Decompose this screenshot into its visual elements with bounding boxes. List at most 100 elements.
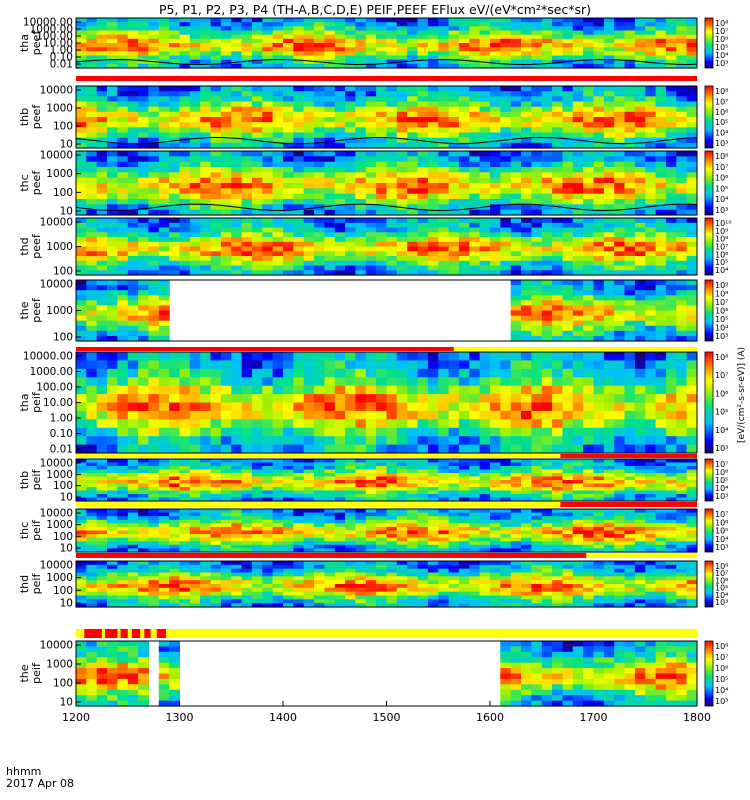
heatmap-cell bbox=[624, 111, 636, 118]
heatmap-cell bbox=[386, 218, 398, 224]
heatmap-cell bbox=[572, 459, 584, 464]
heatmap-cell bbox=[634, 385, 646, 395]
heatmap-cell bbox=[334, 232, 346, 238]
heatmap-cell bbox=[634, 480, 646, 485]
heatmap-cell bbox=[107, 459, 118, 464]
heatmap-cell bbox=[593, 127, 605, 134]
heatmap-cell bbox=[614, 177, 626, 184]
heatmap-cell bbox=[490, 394, 501, 404]
heatmap-cell bbox=[541, 63, 553, 69]
heatmap-cell bbox=[386, 256, 398, 262]
heatmap-cell bbox=[614, 459, 626, 464]
heatmap-cell bbox=[241, 34, 253, 40]
heatmap-cell bbox=[117, 188, 129, 195]
heatmap-cell bbox=[490, 106, 501, 113]
heatmap-cell bbox=[427, 132, 439, 139]
heatmap-cell bbox=[210, 227, 222, 233]
heatmap-cell bbox=[634, 111, 646, 118]
heatmap-cell bbox=[583, 101, 594, 108]
heatmap-cell bbox=[138, 512, 149, 517]
heatmap-cell bbox=[510, 127, 522, 134]
heatmap-cell bbox=[479, 47, 491, 52]
heatmap-cell bbox=[96, 38, 108, 44]
heatmap-cell bbox=[531, 137, 543, 144]
heatmap-cell bbox=[251, 469, 263, 474]
heatmap-cell bbox=[220, 402, 232, 412]
heatmap-cell bbox=[200, 490, 212, 495]
heatmap-cell bbox=[541, 494, 553, 499]
heatmap-cell bbox=[355, 142, 367, 149]
heatmap-cell bbox=[138, 548, 149, 553]
heatmap-cell bbox=[220, 222, 232, 229]
heatmap-cell bbox=[272, 469, 284, 474]
heatmap-cell bbox=[107, 265, 118, 271]
heatmap-cell bbox=[583, 137, 594, 144]
heatmap-cell bbox=[365, 26, 377, 32]
heatmap-cell bbox=[634, 285, 646, 291]
heatmap-cell bbox=[427, 459, 439, 464]
heatmap-cell bbox=[469, 43, 481, 48]
heatmap-cell bbox=[376, 469, 387, 474]
heatmap-cell bbox=[407, 183, 419, 189]
heatmap-cell bbox=[396, 137, 408, 144]
heatmap-cell bbox=[572, 122, 584, 128]
heatmap-cell bbox=[272, 193, 284, 200]
heatmap-cell bbox=[324, 394, 336, 404]
heatmap-cell bbox=[376, 177, 387, 184]
heatmap-cell bbox=[396, 199, 408, 205]
heatmap-cell bbox=[76, 34, 87, 40]
heatmap-cell bbox=[334, 360, 346, 370]
heatmap-cell bbox=[552, 122, 563, 128]
heatmap-cell bbox=[479, 137, 491, 144]
heatmap-cell bbox=[220, 111, 232, 118]
heatmap-cell bbox=[220, 106, 232, 113]
heatmap-cell bbox=[210, 490, 222, 495]
heatmap-cell bbox=[634, 30, 646, 36]
heatmap-cell bbox=[293, 161, 305, 168]
heatmap-cell bbox=[407, 96, 419, 103]
heatmap-cell bbox=[665, 30, 677, 36]
heatmap-cell bbox=[593, 410, 605, 420]
heatmap-cell bbox=[334, 466, 346, 471]
heatmap-cell bbox=[676, 251, 688, 257]
heatmap-cell bbox=[531, 436, 543, 446]
heatmap-cell bbox=[686, 300, 698, 306]
heatmap-cell bbox=[76, 101, 87, 108]
heatmap-cell bbox=[355, 22, 367, 27]
heatmap-cell bbox=[541, 487, 553, 492]
heatmap-cell bbox=[355, 26, 367, 32]
heatmap-cell bbox=[479, 246, 491, 252]
heatmap-cell bbox=[107, 26, 118, 32]
heatmap-cell bbox=[251, 251, 263, 257]
heatmap-cell bbox=[562, 47, 574, 52]
heatmap-cell bbox=[220, 530, 232, 535]
heatmap-cell bbox=[169, 34, 180, 40]
heatmap-cell bbox=[169, 526, 180, 532]
heatmap-cell bbox=[127, 111, 139, 118]
heatmap-cell bbox=[283, 260, 294, 267]
heatmap-cell bbox=[210, 541, 222, 546]
heatmap-cell bbox=[117, 325, 129, 332]
heatmap-cell bbox=[127, 132, 139, 139]
heatmap-cell bbox=[127, 548, 139, 553]
heatmap-cell bbox=[676, 419, 688, 429]
heatmap-cell bbox=[365, 38, 377, 44]
heatmap-cell bbox=[427, 241, 439, 248]
heatmap-cell bbox=[345, 161, 356, 168]
heatmap-cell bbox=[614, 368, 626, 378]
heatmap-cell bbox=[169, 167, 180, 173]
heatmap-cell bbox=[562, 466, 574, 471]
heatmap-cell bbox=[210, 548, 222, 553]
heatmap-cell bbox=[117, 280, 129, 286]
heatmap-cell bbox=[138, 218, 149, 224]
heatmap-cell bbox=[148, 444, 160, 454]
heatmap-cell bbox=[314, 111, 325, 118]
heatmap-cell bbox=[469, 218, 481, 224]
heatmap-cell bbox=[158, 172, 170, 179]
heatmap-cell bbox=[76, 427, 87, 437]
heatmap-cell bbox=[572, 241, 584, 248]
heatmap-cell bbox=[158, 218, 170, 224]
heatmap-cell bbox=[603, 290, 615, 296]
heatmap-cell bbox=[417, 59, 429, 65]
heatmap-cell bbox=[365, 222, 377, 229]
